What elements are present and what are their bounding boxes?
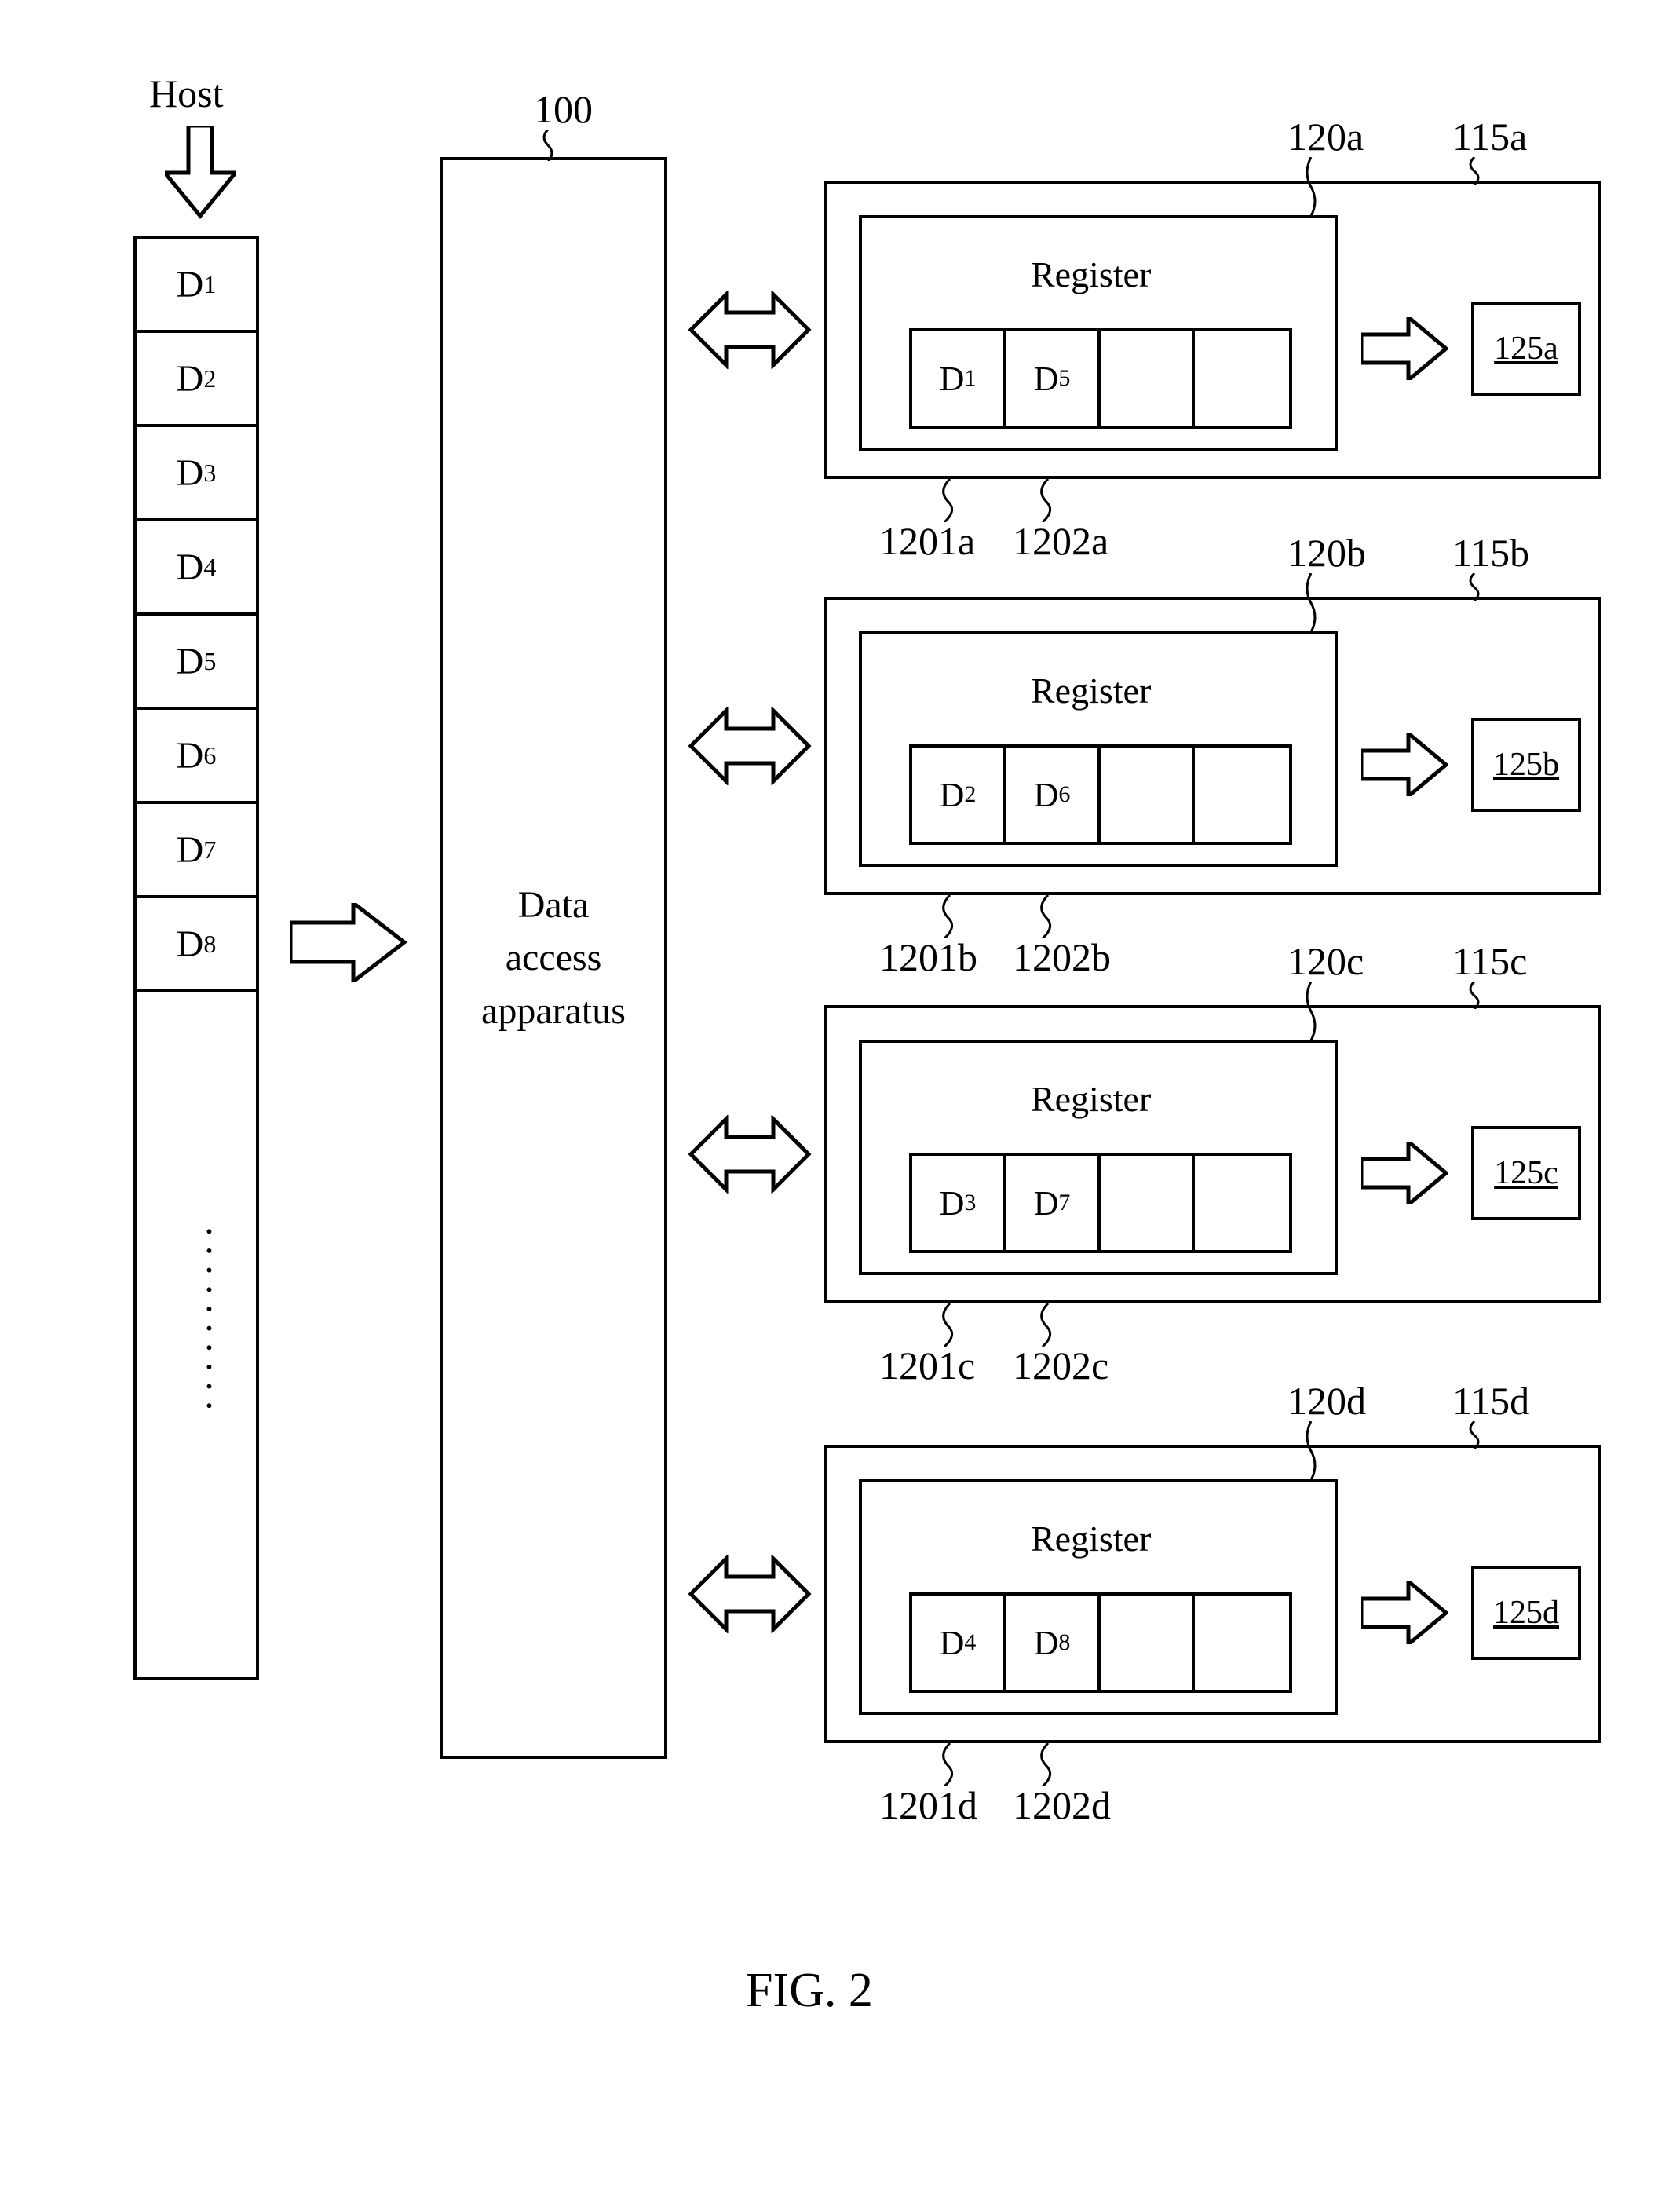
device-b-register-ref: 120b bbox=[1287, 530, 1366, 576]
reg-cell-b2: D6 bbox=[1006, 748, 1101, 842]
target-box-c: 125c bbox=[1471, 1126, 1581, 1220]
device-d-register-ref: 120d bbox=[1287, 1378, 1366, 1424]
data-access-apparatus-box: Data access apparatus bbox=[440, 157, 667, 1759]
reg-cell-d4 bbox=[1195, 1596, 1289, 1690]
cellref-b2-leader-icon bbox=[1036, 895, 1056, 938]
target-box-a: 125a bbox=[1471, 302, 1581, 396]
reg-cell-c2: D7 bbox=[1006, 1156, 1101, 1250]
device-d-outer-ref: 115d bbox=[1452, 1378, 1529, 1424]
bidir-arrow-c-icon bbox=[687, 1115, 813, 1194]
reg-cell-d3 bbox=[1101, 1596, 1195, 1690]
device-a-outer-ref: 115a bbox=[1452, 114, 1527, 159]
cellref-c1: 1201c bbox=[879, 1343, 975, 1388]
cellref-c2: 1202c bbox=[1013, 1343, 1108, 1388]
apparatus-label-line1: Data bbox=[518, 879, 590, 931]
cellref-d1: 1201d bbox=[879, 1782, 977, 1828]
apparatus-ref-label: 100 bbox=[534, 86, 593, 132]
data-cell-7: D7 bbox=[137, 804, 256, 898]
reg-cell-c4 bbox=[1195, 1156, 1289, 1250]
device-b-outer-ref: 115b bbox=[1452, 530, 1529, 576]
register-cells-b: D2 D6 bbox=[909, 744, 1292, 845]
reg-cell-a3 bbox=[1101, 331, 1195, 426]
cellref-c2-leader-icon bbox=[1036, 1303, 1056, 1347]
device-box-d: Register D4 D8 125d bbox=[824, 1445, 1601, 1743]
device-a-register-ref: 120a bbox=[1287, 114, 1364, 159]
cellref-d2: 1202d bbox=[1013, 1782, 1111, 1828]
cellref-a1-leader-icon bbox=[938, 479, 958, 522]
cellref-d2-leader-icon bbox=[1036, 1743, 1056, 1786]
reg-cell-a4 bbox=[1195, 331, 1289, 426]
reg-cell-a2: D5 bbox=[1006, 331, 1101, 426]
cellref-b1-leader-icon bbox=[938, 895, 958, 938]
reg-cell-b3 bbox=[1101, 748, 1195, 842]
register-title-b: Register bbox=[1031, 670, 1151, 711]
reg-cell-a1: D1 bbox=[912, 331, 1006, 426]
reg-cell-b1: D2 bbox=[912, 748, 1006, 842]
cellref-a2: 1202a bbox=[1013, 518, 1108, 564]
device-box-c: Register D3 D7 125c bbox=[824, 1005, 1601, 1303]
register-box-c: Register D3 D7 bbox=[859, 1040, 1338, 1275]
host-down-arrow-icon bbox=[165, 126, 236, 220]
register-title-d: Register bbox=[1031, 1518, 1151, 1559]
register-title-a: Register bbox=[1031, 254, 1151, 295]
data-cell-1: D1 bbox=[137, 239, 256, 333]
device-box-a: Register D1 D5 125a bbox=[824, 181, 1601, 479]
register-to-target-arrow-d-icon bbox=[1361, 1581, 1448, 1644]
cellref-c1-leader-icon bbox=[938, 1303, 958, 1347]
data-cell-6: D6 bbox=[137, 710, 256, 804]
target-box-b: 125b bbox=[1471, 718, 1581, 812]
apparatus-label-line3: apparatus bbox=[481, 985, 626, 1037]
register-box-d: Register D4 D8 bbox=[859, 1479, 1338, 1715]
cellref-b1: 1201b bbox=[879, 934, 977, 980]
cellref-a2-leader-icon bbox=[1036, 479, 1056, 522]
host-label: Host bbox=[149, 71, 223, 116]
reg-cell-d2: D8 bbox=[1006, 1596, 1101, 1690]
figure-caption: FIG. 2 bbox=[746, 1963, 873, 2019]
cellref-a1: 1201a bbox=[879, 518, 975, 564]
register-box-a: Register D1 D5 bbox=[859, 215, 1338, 451]
host-to-apparatus-arrow-icon bbox=[290, 903, 408, 982]
reg-cell-c1: D3 bbox=[912, 1156, 1006, 1250]
target-box-d: 125d bbox=[1471, 1566, 1581, 1660]
device-c-outer-ref: 115c bbox=[1452, 938, 1527, 984]
bidir-arrow-d-icon bbox=[687, 1555, 813, 1633]
register-box-b: Register D2 D6 bbox=[859, 631, 1338, 867]
apparatus-ref-leader-icon bbox=[540, 130, 556, 161]
data-cell-5: D5 bbox=[137, 616, 256, 710]
apparatus-label-line2: access bbox=[506, 931, 602, 984]
register-to-target-arrow-b-icon bbox=[1361, 733, 1448, 796]
register-to-target-arrow-a-icon bbox=[1361, 317, 1448, 380]
reg-cell-c3 bbox=[1101, 1156, 1195, 1250]
data-cell-4: D4 bbox=[137, 521, 256, 616]
device-c-register-ref: 120c bbox=[1287, 938, 1364, 984]
register-cells-c: D3 D7 bbox=[909, 1153, 1292, 1253]
cellref-b2: 1202b bbox=[1013, 934, 1111, 980]
register-to-target-arrow-c-icon bbox=[1361, 1142, 1448, 1204]
cellref-d1-leader-icon bbox=[938, 1743, 958, 1786]
register-title-c: Register bbox=[1031, 1078, 1151, 1120]
bidir-arrow-b-icon bbox=[687, 707, 813, 785]
device-box-b: Register D2 D6 125b bbox=[824, 597, 1601, 895]
host-data-column: D1 D2 D3 D4 D5 D6 D7 D8 bbox=[133, 236, 259, 1680]
data-cell-8: D8 bbox=[137, 898, 256, 992]
register-cells-d: D4 D8 bbox=[909, 1592, 1292, 1693]
data-cell-3: D3 bbox=[137, 427, 256, 521]
register-cells-a: D1 D5 bbox=[909, 328, 1292, 429]
bidir-arrow-a-icon bbox=[687, 291, 813, 369]
data-cell-2: D2 bbox=[137, 333, 256, 427]
ellipsis-icon: ·········· bbox=[187, 1225, 232, 1419]
reg-cell-b4 bbox=[1195, 748, 1289, 842]
reg-cell-d1: D4 bbox=[912, 1596, 1006, 1690]
